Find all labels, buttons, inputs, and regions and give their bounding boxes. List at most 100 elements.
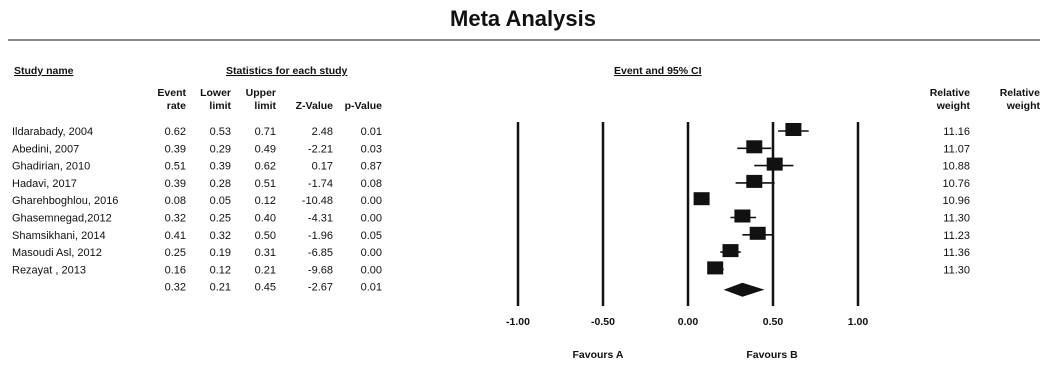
statistics-header: Statistics for each study [226, 65, 348, 77]
favours-a-label: Favours A [573, 349, 624, 361]
study-marker [737, 140, 772, 154]
z-value-cell: -1.96 [308, 230, 333, 242]
upper-limit-cell: 0.31 [255, 247, 276, 259]
p-value-cell: 0.00 [361, 247, 382, 259]
lower-limit-cell: 0.25 [210, 213, 231, 225]
event-rate-cell: 0.32 [165, 213, 186, 225]
study-marker [693, 192, 710, 206]
study-marker [735, 174, 775, 188]
chart-title: Meta Analysis [450, 6, 596, 31]
study-name-cell: Gharehboghlou, 2016 [12, 195, 118, 207]
event-rate-cell: 0.16 [165, 264, 186, 276]
event-rate-cell: 0.25 [165, 247, 186, 259]
x-tick-label: 1.00 [848, 316, 869, 328]
lower-limit-header-line1: Lower [200, 87, 231, 99]
lower-limit-cell: 0.32 [210, 230, 231, 242]
pooled-row: 0.32 0.21 0.45 -2.67 0.01 [165, 282, 382, 294]
table-row: Shamsikhani, 2014 0.41 0.32 0.50 -1.96 0.05 11… [12, 230, 970, 242]
study-name-cell: Hadavi, 2017 [12, 178, 77, 190]
pooled-lower-limit-cell: 0.21 [210, 282, 231, 294]
table-row: Masoudi Asl, 2012 0.25 0.19 0.31 -6.85 0.00 11… [12, 247, 970, 259]
study-marker [742, 226, 773, 240]
event-rate-cell: 0.08 [165, 195, 186, 207]
relative-weight-cell: 11.23 [943, 230, 970, 242]
point-estimate [746, 140, 763, 154]
lower-limit-header-line2: limit [209, 100, 231, 112]
upper-limit-cell: 0.71 [255, 126, 276, 138]
event-rate-cell: 0.62 [165, 126, 186, 138]
relative-weight-header-line1: Relative [930, 87, 970, 99]
z-value-cell: -9.68 [308, 264, 333, 276]
pooled-p-value-cell: 0.01 [361, 282, 382, 294]
upper-limit-cell: 0.50 [255, 230, 276, 242]
pooled-event-rate-cell: 0.32 [165, 282, 186, 294]
upper-limit-header-line1: Upper [246, 87, 276, 99]
table-row: Rezayat , 2013 0.16 0.12 0.21 -9.68 0.00 11.30 [12, 264, 970, 276]
table-row: Ildarabady, 2004 0.62 0.53 0.71 2.48 0.01 11.1… [12, 126, 970, 138]
lower-limit-cell: 0.53 [210, 126, 231, 138]
point-estimate [707, 261, 724, 275]
study-name-cell: Shamsikhani, 2014 [12, 230, 106, 242]
study-marker [730, 209, 756, 223]
pooled-diamond [723, 282, 765, 297]
point-estimate [734, 209, 751, 223]
relative-weight-header-line2: weight [936, 100, 971, 112]
lower-limit-cell: 0.28 [210, 178, 231, 190]
p-value-header: p-Value [345, 100, 383, 112]
point-estimate [785, 123, 802, 136]
study-name-header: Study name [14, 65, 74, 77]
table-row: Ghasemnegad,2012 0.32 0.25 0.40 -4.31 0.00 11.… [12, 213, 970, 225]
study-marker [754, 157, 794, 171]
relative-weight-cell: 10.76 [942, 178, 970, 190]
point-estimate [749, 226, 766, 240]
z-value-cell: -1.74 [308, 178, 333, 190]
study-name-cell: Abedini, 2007 [12, 143, 79, 155]
upper-limit-header-line2: limit [254, 100, 276, 112]
relative-weight-2-header-line2: weight [1006, 100, 1041, 112]
z-value-cell: -2.21 [308, 143, 333, 155]
table-row: Hadavi, 2017 0.39 0.28 0.51 -1.74 0.08 10.76 [12, 178, 970, 190]
relative-weight-cell: 11.30 [943, 264, 970, 276]
p-value-cell: 0.87 [361, 161, 382, 173]
plot-area: -1.00 -0.50 0.00 0.50 1.00 [506, 122, 868, 328]
z-value-cell: 2.48 [312, 126, 333, 138]
event-rate-header-line1: Event [157, 87, 186, 99]
study-name-cell: Masoudi Asl, 2012 [12, 247, 102, 259]
z-value-cell: 0.17 [312, 161, 333, 173]
point-estimate [766, 157, 783, 171]
upper-limit-cell: 0.49 [255, 143, 276, 155]
lower-limit-cell: 0.19 [210, 247, 231, 259]
x-tick-label: -1.00 [506, 316, 530, 328]
x-tick-label: 0.50 [763, 316, 784, 328]
p-value-cell: 0.00 [361, 195, 382, 207]
upper-limit-cell: 0.62 [255, 161, 276, 173]
p-value-cell: 0.05 [361, 230, 382, 242]
p-value-cell: 0.00 [361, 213, 382, 225]
study-name-cell: Ghadirian, 2010 [12, 161, 90, 173]
relative-weight-cell: 11.16 [943, 126, 970, 138]
relative-weight-cell: 11.07 [943, 143, 970, 155]
study-marker [778, 123, 809, 136]
section-headers: Study name Statistics for each study Eve… [14, 65, 702, 77]
p-value-cell: 0.01 [361, 126, 382, 138]
table-row: Gharehboghlou, 2016 0.08 0.05 0.12 -10.48 0.0… [12, 195, 970, 207]
x-tick-label: 0.00 [678, 316, 699, 328]
event-rate-cell: 0.39 [165, 178, 186, 190]
p-value-cell: 0.00 [361, 264, 382, 276]
pooled-upper-limit-cell: 0.45 [255, 282, 276, 294]
lower-limit-cell: 0.05 [210, 195, 231, 207]
upper-limit-cell: 0.40 [255, 213, 276, 225]
p-value-cell: 0.03 [361, 143, 382, 155]
lower-limit-cell: 0.39 [210, 161, 231, 173]
study-name-cell: Ildarabady, 2004 [12, 126, 93, 138]
point-estimate [722, 244, 739, 258]
z-value-cell: -4.31 [308, 213, 333, 225]
z-value-header: Z-Value [296, 100, 334, 112]
x-tick-label: -0.50 [591, 316, 615, 328]
event-rate-cell: 0.39 [165, 143, 186, 155]
upper-limit-cell: 0.21 [255, 264, 276, 276]
table-row: Abedini, 2007 0.39 0.29 0.49 -2.21 0.03 11.07 [12, 143, 970, 155]
study-table: Ildarabady, 2004 0.62 0.53 0.71 2.48 0.01 11.1… [12, 126, 970, 276]
relative-weight-cell: 10.88 [942, 161, 970, 173]
